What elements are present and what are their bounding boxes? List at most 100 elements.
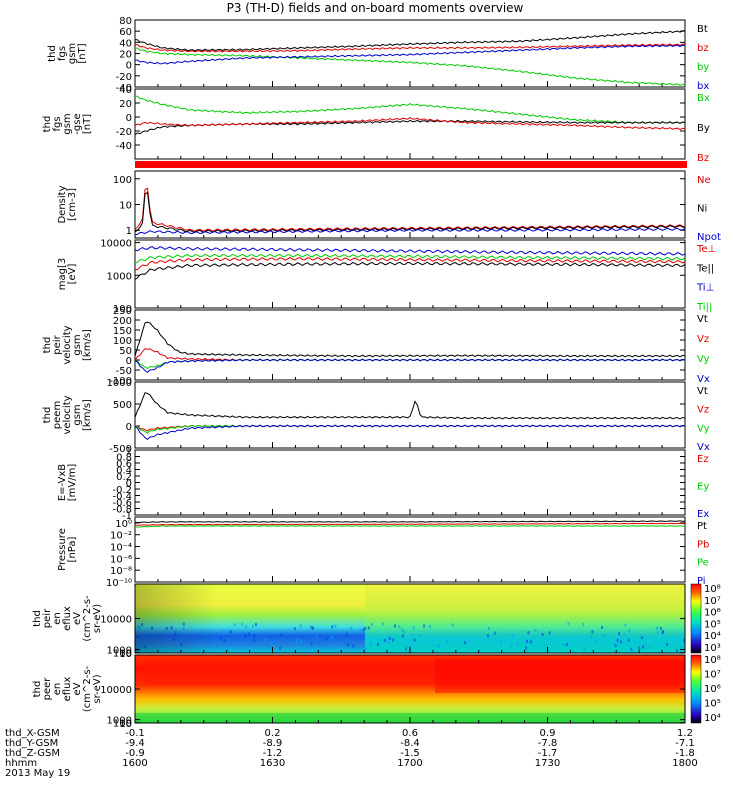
colorbar-tick-label: 10⁴ xyxy=(704,713,721,724)
colorbar-tick-label: 10⁷ xyxy=(704,670,721,681)
series-line-pressure-Pb xyxy=(135,523,685,525)
panel-peir_velocity: -100-50050100150200250thd peir velocity gsm… xyxy=(42,306,710,387)
legend-entry: Vz xyxy=(697,405,709,416)
y-tick-label: 0 xyxy=(126,61,132,72)
colorbar-peir_eflux xyxy=(691,584,701,653)
legend-entry: Ni xyxy=(697,204,707,215)
colorbar-tick-label: 10⁸ xyxy=(704,655,721,666)
y-axis-label: [nT] xyxy=(82,114,93,134)
data-gap-bar xyxy=(135,161,687,168)
x-axis-value: 1730 xyxy=(535,758,560,769)
y-tick-label: 250 xyxy=(113,306,132,317)
series-line-fgs_gsm-bz xyxy=(135,44,685,52)
y-tick-label: 1000 xyxy=(107,271,132,282)
series-line-peem_velocity-Vt xyxy=(135,393,685,419)
legend-entry: Vz xyxy=(697,334,709,345)
colorbar-tick-label: 10⁵ xyxy=(704,619,721,630)
panel-peir_eflux: 10³10⁴10⁵10⁶10⁷10⁸10100100010000thd peir e… xyxy=(32,584,721,660)
legend-entry: Ti|| xyxy=(696,302,712,313)
y-tick-label: -50 xyxy=(116,366,132,377)
y-tick-label: 0 xyxy=(126,422,132,433)
y-tick-label: 10⁻² xyxy=(110,531,132,542)
colorbar-tick-label: 10⁶ xyxy=(704,608,721,619)
legend-entry: Ey xyxy=(697,482,709,493)
legend-entry: Pe xyxy=(697,558,709,569)
legend-entry: Pb xyxy=(697,539,709,550)
y-axis-label: [nT] xyxy=(77,43,88,63)
y-tick-label: 1000 xyxy=(107,378,132,389)
series-line-peem_velocity-Vx xyxy=(135,425,685,439)
y-tick-label: 40 xyxy=(119,38,132,49)
series-line-temperature-Te xyxy=(135,262,685,279)
y-tick-label: 10⁻⁴ xyxy=(110,543,132,554)
legend-entry: Pt xyxy=(697,521,707,532)
legend-entry: Vt xyxy=(697,314,708,325)
legend-entry: Vx xyxy=(697,442,710,453)
legend-entry: Te⊥ xyxy=(696,244,716,255)
colorbar-tick-label: 10³ xyxy=(704,643,721,654)
legend-entry: by xyxy=(697,62,709,73)
y-tick-label: 1 xyxy=(126,226,132,237)
y-tick-label: 10⁻¹⁰ xyxy=(106,578,132,589)
y-axis-label: [km/s] xyxy=(82,329,93,361)
y-tick-label: 500 xyxy=(113,400,132,411)
y-tick-label: 1000 xyxy=(107,646,132,657)
y-tick-label: 100 xyxy=(113,175,132,186)
y-axis-label: [eV] xyxy=(67,264,78,285)
legend-entry: bx xyxy=(697,81,709,92)
legend-entry: Bx xyxy=(697,93,710,104)
panel-pressure: 10⁻¹⁰10⁻⁸10⁻⁶10⁻⁴10⁻²10⁰Pressure [nPa]PtP… xyxy=(57,517,709,589)
panel-temperature: 100 1000 10000 mag[3 [eV] Te⊥ Te|| Ti⊥ Ti|| xyxy=(57,239,716,315)
panel-density: 1 10 100 Density [cm-3] Ne Ni Npot xyxy=(57,171,721,243)
legend-entry: Npot xyxy=(697,232,721,243)
series-line-fgs_gse-By xyxy=(135,120,685,134)
y-tick-label: 40 xyxy=(119,85,132,96)
y-tick-label: 50 xyxy=(119,346,132,357)
x-axis-value: 1600 xyxy=(122,758,147,769)
spectrogram-shade xyxy=(135,584,685,653)
spectrogram-band xyxy=(435,659,685,693)
series-line-peem_velocity-Vy xyxy=(135,425,685,433)
y-tick-label: 10000 xyxy=(100,685,132,696)
colorbar-tick-label: 10⁸ xyxy=(704,584,721,595)
series-line-density-Ni xyxy=(135,193,685,233)
colorbar-peer_eflux xyxy=(691,655,701,723)
panel-frame xyxy=(135,517,685,582)
y-tick-label: 20 xyxy=(119,50,132,61)
y-tick-label: 10⁻⁶ xyxy=(110,554,132,565)
series-line-pressure-Pt xyxy=(135,521,685,523)
legend-entry: Ne xyxy=(697,175,711,186)
y-axis-label: sr-eV) xyxy=(92,674,103,703)
panel-efield: -1-0.8-0.6-0.4-0.200.20.40.60.81 E=-VxB [m… xyxy=(57,446,709,522)
legend-entry: Vx xyxy=(697,374,710,385)
panel-fgs_gsm: -40-20020406080thd fgs gsm [nT]Btbzbybx xyxy=(47,16,709,94)
y-tick-label: -20 xyxy=(116,127,132,138)
series-line-peir_velocity-Vt xyxy=(135,322,685,357)
legend-entry: bz xyxy=(697,43,709,54)
y-tick-label: 10⁻⁸ xyxy=(110,566,132,577)
legend-entry: By xyxy=(697,123,710,134)
y-tick-label: 60 xyxy=(119,27,132,38)
y-tick-label: 1 xyxy=(126,446,132,457)
legend-entry: Bz xyxy=(697,153,709,164)
panel-peem_velocity: -500 0 500 1000 thd peem velocity gsm [km/s] Vt Vz… xyxy=(42,378,710,455)
panels-group: -40-20020406080thd fgs gsm [nT]Btbzbybx-40-… xyxy=(32,16,721,730)
x-axis-date: 2013 May 19 xyxy=(5,768,70,779)
y-tick-label: 200 xyxy=(113,316,132,327)
x-axis-value: 1630 xyxy=(260,758,285,769)
legend-entry: Vy xyxy=(697,354,710,365)
y-tick-label: 10 xyxy=(119,201,132,212)
colorbar-tick-label: 10⁶ xyxy=(704,684,721,695)
colorbar-tick-label: 10⁷ xyxy=(704,596,721,607)
x-axis-value: 1700 xyxy=(397,758,422,769)
series-line-fgs_gsm-Bt xyxy=(135,31,685,51)
legend-entry: Ti⊥ xyxy=(696,283,714,294)
y-axis-label: sr-eV) xyxy=(92,604,103,633)
data-gap-strip xyxy=(135,161,687,168)
series-line-fgs_gse-Bx xyxy=(135,96,685,123)
y-tick-label: 0 xyxy=(126,356,132,367)
y-tick-label: 10⁰ xyxy=(115,519,132,530)
legend-entry: Vy xyxy=(697,423,710,434)
series-line-pressure-Pe xyxy=(135,526,685,527)
